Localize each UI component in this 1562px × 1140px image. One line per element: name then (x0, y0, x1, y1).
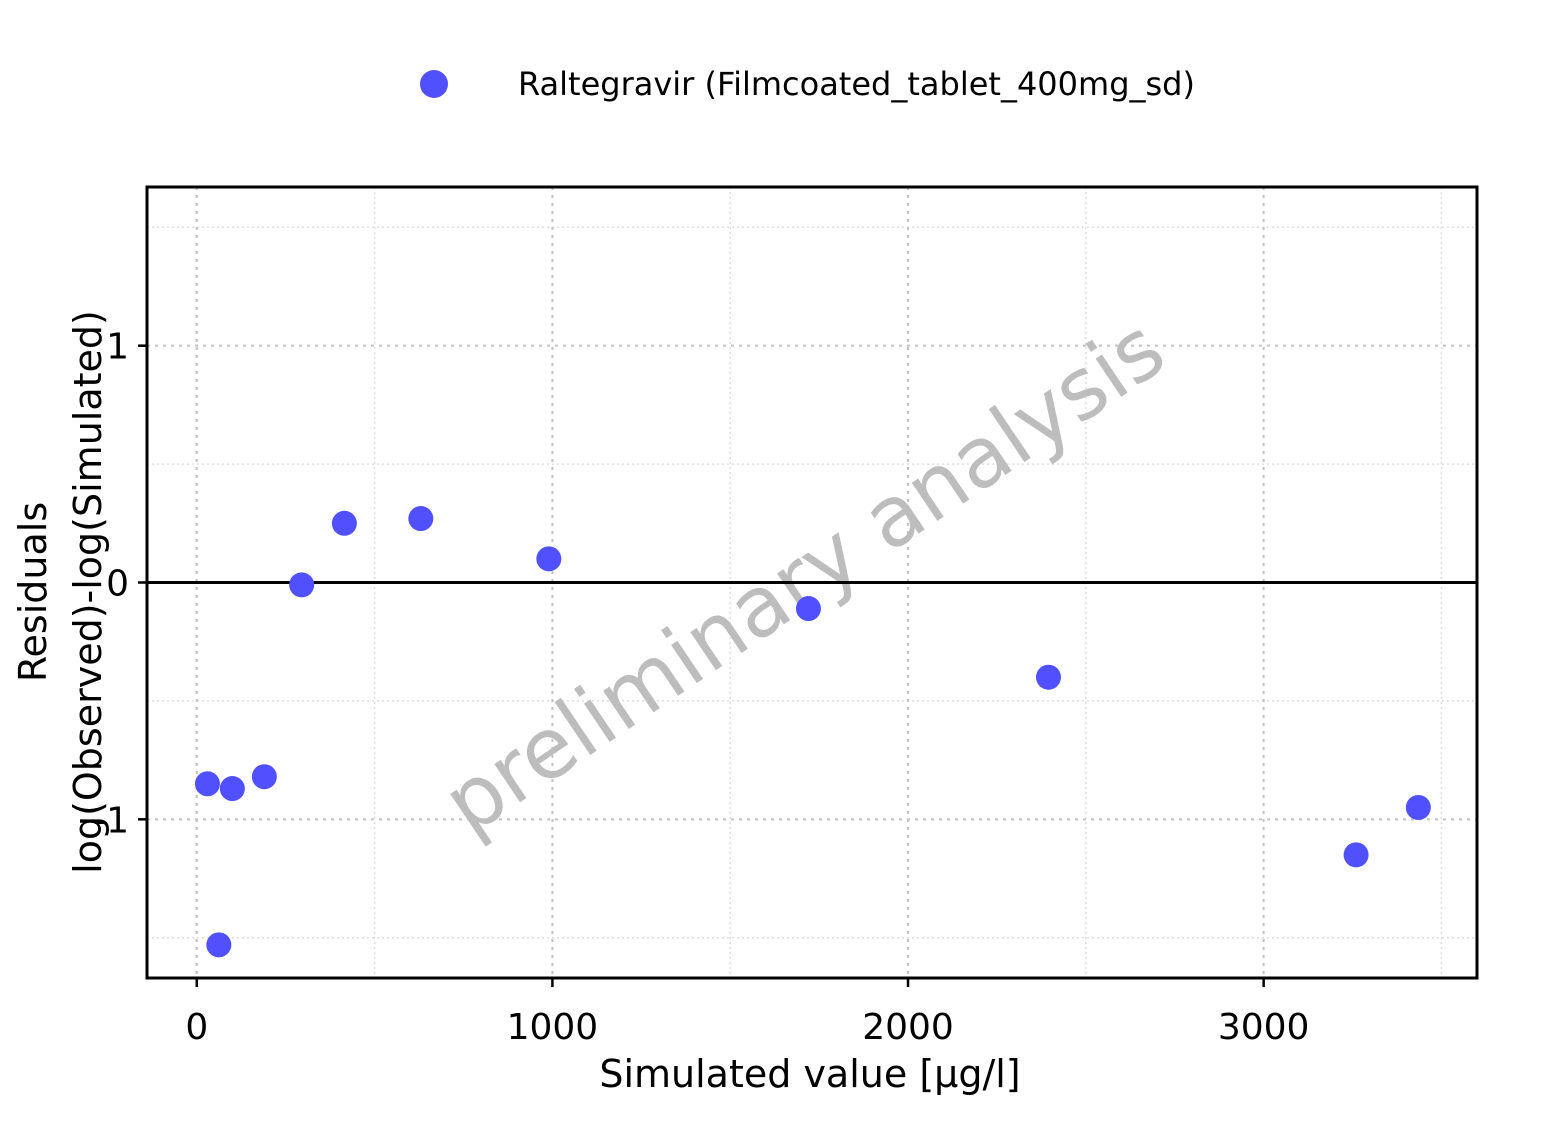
data-point (219, 776, 245, 802)
x-tick-label: 1000 (507, 1007, 599, 1048)
data-point (206, 932, 232, 958)
legend: Raltegravir (Filmcoated_tablet_400mg_sd) (420, 65, 1195, 103)
data-point (1035, 664, 1061, 690)
legend-label: Raltegravir (Filmcoated_tablet_400mg_sd) (518, 65, 1195, 103)
x-tick-label: 2000 (862, 1007, 954, 1048)
x-axis-title: Simulated value [µg/l] (599, 1052, 1020, 1096)
data-point (536, 546, 562, 572)
y-tick-label: -1 (93, 800, 129, 841)
y-axis-title-line1: Residuals (11, 502, 55, 682)
data-point (1405, 794, 1431, 820)
y-tick-label: 1 (106, 327, 129, 368)
data-points (194, 506, 1431, 958)
x-tick-label: 0 (185, 1007, 208, 1048)
data-point (251, 764, 277, 790)
legend-marker (420, 70, 448, 98)
y-tick-label: 0 (106, 564, 129, 605)
y-axis-title-line2: log(Observed)-log(Simulated) (66, 310, 110, 874)
data-point (795, 596, 821, 622)
axis-ticks: 0 1000 2000 3000 -1 0 1 (93, 327, 1309, 1048)
data-point (331, 510, 357, 536)
x-tick-label: 3000 (1218, 1007, 1310, 1048)
data-point (194, 771, 220, 797)
data-point (289, 572, 315, 598)
data-point (1343, 842, 1369, 868)
data-point (408, 506, 434, 532)
